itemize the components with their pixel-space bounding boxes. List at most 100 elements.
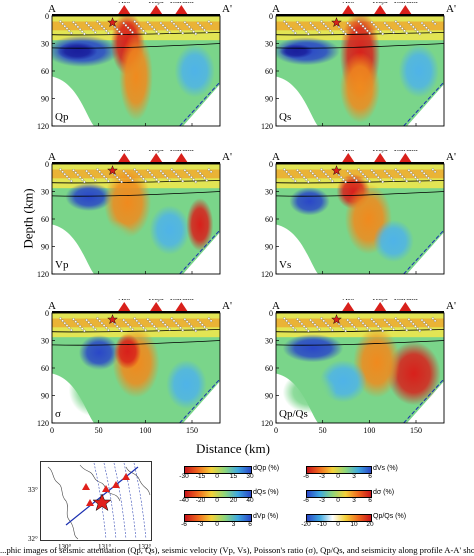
- volcano-marker: [118, 5, 131, 14]
- profile-end-label: A': [446, 151, 456, 163]
- colorbar-tick: -15: [195, 473, 206, 480]
- colorbar-tick: -10: [317, 521, 327, 528]
- panel-label-sigma: σ: [55, 408, 61, 420]
- panel-qp: A A' Aso Kuju Tsurumi Qp 0 30 60 90 120: [37, 2, 232, 131]
- y-tick-label: 60: [41, 215, 49, 224]
- colorbar-tick: 30: [246, 473, 254, 480]
- volcano-marker: [342, 153, 355, 162]
- volcano-marker: [118, 153, 131, 162]
- volcano-label-tsurumi: Tsurumi: [169, 150, 194, 153]
- volcano-label-aso: Aso: [118, 2, 130, 5]
- y-tick-label: 30: [41, 188, 49, 197]
- x-tick-label: 150: [186, 426, 198, 435]
- volcano-marker: [374, 302, 387, 311]
- volcano-label-aso: Aso: [342, 2, 354, 5]
- volcano-marker: [175, 153, 188, 162]
- profile-start-label: A: [48, 3, 56, 15]
- x-tick-label: 100: [139, 426, 151, 435]
- x-tick-label: 0: [274, 426, 278, 435]
- volcano-marker: [175, 5, 188, 14]
- profile-end-label: A': [222, 151, 232, 163]
- colorbar-1: [306, 466, 372, 474]
- volcano-label-kuju: Kuju: [373, 299, 388, 302]
- profile-start-label: A: [272, 3, 280, 15]
- map-lon-131: 131°: [98, 543, 112, 551]
- slab-contours: [93, 462, 147, 540]
- y-tick-label: 0: [269, 309, 273, 318]
- colorbar-tick: -30: [179, 473, 189, 480]
- panel-label-vs: Vs: [279, 259, 291, 271]
- volcano-label-aso: Aso: [118, 299, 130, 302]
- panel-vs: A A' Aso Kuju Tsurumi Vs 0 30 60 90 120: [261, 150, 456, 279]
- y-tick-label: 0: [45, 309, 49, 318]
- y-tick-label: 30: [265, 337, 273, 346]
- volcano-label-kuju: Kuju: [149, 299, 164, 302]
- volcano-marker: [175, 302, 188, 311]
- y-tick-label: 30: [265, 188, 273, 197]
- y-tick-label: 30: [41, 337, 49, 346]
- y-tick-label: 0: [45, 12, 49, 21]
- panel-qpqs: AA'AsoKujuTsurumiQp/Qs030609012005010015…: [261, 299, 456, 435]
- colorbar-tick: 0: [215, 521, 219, 528]
- y-tick-label: 90: [265, 243, 273, 252]
- x-tick-label: 50: [319, 426, 327, 435]
- volcano-label-tsurumi: Tsurumi: [393, 2, 418, 5]
- colorbar-5: [306, 514, 372, 522]
- y-tick-label: 90: [265, 95, 273, 104]
- volcano-label-aso: Aso: [342, 299, 354, 302]
- colorbar-0: [184, 466, 252, 474]
- y-tick-label: 30: [265, 40, 273, 49]
- volcano-marker: [399, 302, 412, 311]
- profile-end-label: A': [222, 300, 232, 312]
- profile-start-label: A: [272, 300, 280, 312]
- colorbar-tick: 6: [368, 497, 372, 504]
- volcano-label-aso: Aso: [342, 150, 354, 153]
- panel-qs: A A' Aso Kuju Tsurumi Qs 0 30 60 90 120: [261, 2, 456, 131]
- y-tick-label: 60: [41, 67, 49, 76]
- colorbar-4: [184, 514, 252, 522]
- y-tick-label: 0: [269, 12, 273, 21]
- colorbar-2: [184, 490, 252, 498]
- volcano-label-tsurumi: Tsurumi: [393, 150, 418, 153]
- y-tick-label: 60: [265, 67, 273, 76]
- volcano-label-kuju: Kuju: [149, 150, 164, 153]
- epicenter-star: [92, 493, 112, 512]
- colorbar-label: dQp (%): [253, 465, 280, 472]
- colorbar-tick: 3: [352, 473, 356, 480]
- colorbar-tick: -3: [319, 473, 325, 480]
- colorbar-label: dQs (%): [253, 489, 279, 496]
- map-lon-130: 130°: [58, 543, 72, 551]
- colorbar-label: dVp (%): [253, 513, 279, 520]
- colorbar-tick: 40: [246, 497, 254, 504]
- figure-caption: ...phic images of seismic attenuation (Q…: [0, 545, 474, 555]
- profile-start-label: A: [48, 151, 56, 163]
- colorbar-tick: 0: [215, 473, 219, 480]
- y-tick-label: 90: [41, 392, 49, 401]
- y-tick-label: 120: [37, 122, 49, 131]
- profile-start-label: A: [272, 151, 280, 163]
- x-tick-label: 150: [410, 426, 422, 435]
- colorbar-tick: -6: [303, 497, 309, 504]
- y-tick-label: 120: [261, 122, 273, 131]
- volcano-label-tsurumi: Tsurumi: [169, 2, 194, 5]
- volcano-marker: [150, 302, 163, 311]
- coastline: [47, 464, 151, 540]
- colorbar-tick: 0: [336, 521, 340, 528]
- colorbar-tick: -40: [179, 497, 189, 504]
- x-tick-label: 50: [95, 426, 103, 435]
- y-tick-label: 120: [261, 419, 273, 428]
- panel-label-qp: Qp: [55, 111, 69, 123]
- y-tick-label: 60: [41, 364, 49, 373]
- colorbar-tick: 20: [366, 521, 374, 528]
- colorbar-tick: 3: [231, 521, 236, 528]
- colorbar-label: dσ (%): [373, 489, 395, 496]
- y-tick-label: 90: [41, 95, 49, 104]
- volcano-marker: [342, 5, 355, 14]
- volcano-marker: [118, 302, 131, 311]
- x-axis-title: Distance (km): [196, 441, 271, 456]
- y-tick-label: 0: [269, 160, 273, 169]
- x-tick-label: 100: [363, 426, 375, 435]
- inset-volcanoes: [82, 473, 130, 506]
- y-tick-label: 90: [41, 243, 49, 252]
- volcano-marker: [374, 153, 387, 162]
